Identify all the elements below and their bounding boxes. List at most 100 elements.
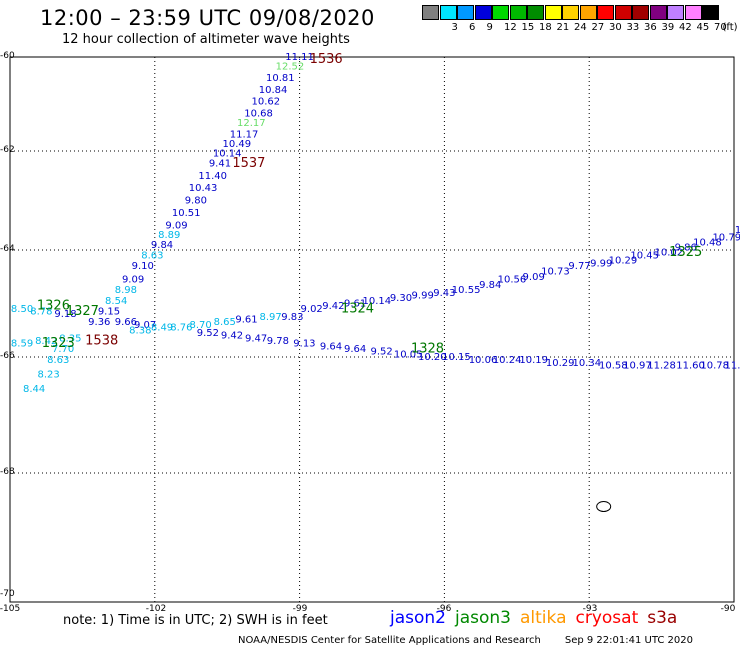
wave-height-label: 8.54 (105, 296, 127, 307)
wave-height-label: 8.97 (260, 312, 282, 323)
legend-swatch (667, 5, 684, 20)
legend-swatch (457, 5, 474, 20)
wave-height-label: 9.42 (322, 301, 344, 312)
legend-label: 6 (469, 22, 476, 33)
wave-height-label: 11.60 (676, 361, 705, 372)
wave-height-label: 9.13 (293, 339, 315, 350)
wave-height-label: 10.34 (572, 358, 601, 369)
wave-height-label: 12.17 (237, 118, 266, 129)
wave-height-label: 8.89 (158, 230, 180, 241)
legend-label: 70 (714, 22, 727, 33)
time-label: 1538 (85, 333, 118, 348)
wave-height-label: 11.46 (725, 361, 740, 372)
map-title: 12:00 – 23:59 UTC 09/08/2020 (40, 6, 375, 30)
y-tick-label: -64 (0, 244, 15, 254)
wave-height-label: 9.09 (122, 274, 144, 285)
wave-height-label: 9.84 (479, 280, 501, 291)
wave-height-label: 9.80 (185, 196, 207, 207)
legend-swatch (474, 5, 492, 20)
wave-height-label: 9.09 (165, 220, 187, 231)
wave-height-label: 11.11 (285, 52, 314, 63)
x-tick-label: -90 (720, 604, 736, 614)
wave-height-label: 8.63 (141, 250, 163, 261)
wave-height-label: 11.17 (230, 130, 259, 141)
wave-height-label: 8.38 (129, 325, 151, 336)
wave-height-label: 9.02 (301, 304, 323, 315)
wave-height-label: 9.64 (344, 344, 366, 355)
wave-height-label: 8.23 (37, 369, 59, 380)
wave-height-label: 10.29 (609, 256, 638, 267)
map-frame (9, 56, 735, 603)
legend-label: 9 (486, 22, 493, 33)
y-tick-label: -66 (0, 351, 15, 361)
wave-height-label: 9.78 (267, 336, 289, 347)
legend-swatch (439, 5, 457, 20)
wave-height-label: 10.51 (172, 208, 201, 219)
wave-height-label: 10.97 (623, 361, 652, 372)
map-subtitle: 12 hour collection of altimeter wave hei… (62, 32, 350, 47)
legend-swatch (597, 5, 614, 20)
wave-height-label: 10.68 (244, 108, 273, 119)
wave-height-label: 10.06 (469, 355, 498, 366)
wave-height-label: 9.52 (197, 328, 219, 339)
satellite-jason2: jason2 (390, 608, 446, 628)
x-tick-label: -93 (582, 604, 598, 614)
wave-height-label: 8.50 (11, 304, 33, 315)
satellite-s3a: s3a (647, 608, 678, 628)
wave-height-label: 11.28 (647, 361, 676, 372)
wave-height-label: 9.42 (221, 331, 243, 342)
time-label: 1536 (310, 52, 343, 67)
legend-swatch (649, 5, 667, 20)
satellite-legend: jason2 jason3 altika cryosat s3a (390, 608, 686, 628)
wave-height-label: 8.44 (23, 384, 45, 395)
wave-height-label: 10.43 (189, 183, 218, 194)
wave-height-label: 8.59 (11, 339, 33, 350)
legend-swatch (614, 5, 632, 20)
generated-timestamp: Sep 9 22:01:41 UTC 2020 (564, 635, 693, 646)
wave-height-label: 10.3 (735, 225, 740, 236)
wave-height-label: 9.77 (568, 261, 590, 272)
legend-swatch (544, 5, 562, 20)
wave-height-label: 10.15 (442, 352, 471, 363)
wave-height-label: 10.81 (266, 73, 295, 84)
y-tick-label: -60 (0, 51, 15, 61)
wave-height-label: 10.14 (213, 148, 242, 159)
wave-height-label: 9.15 (98, 307, 120, 318)
wave-height-label: 9.83 (281, 312, 303, 323)
wave-height-label: 8.49 (151, 323, 173, 334)
legend-label: 45 (696, 22, 710, 33)
legend-label: 12 (504, 22, 517, 33)
wave-height-label: 9.61 (235, 315, 257, 326)
wave-height-label: 9.52 (371, 347, 393, 358)
legend-unit: (ft) (722, 22, 738, 33)
wave-height-label: 9.61 (344, 299, 366, 310)
wave-height-label: 8.70 (190, 320, 212, 331)
time-label: 1327 (66, 304, 99, 319)
legend-swatch (509, 5, 527, 20)
time-label: 1323 (42, 336, 75, 351)
legend-label: 3 (451, 22, 458, 33)
wave-height-label: 8.98 (115, 285, 137, 296)
x-tick-label: -99 (292, 604, 308, 614)
wave-height-label: 8.65 (214, 317, 236, 328)
legend-label: 15 (521, 22, 535, 33)
satellite-cryosat: cryosat (575, 608, 639, 628)
island-outline (596, 501, 612, 513)
legend-label: 33 (626, 22, 640, 33)
wave-height-label: 10.49 (223, 139, 252, 150)
legend-swatch (562, 5, 579, 20)
legend-label: 30 (609, 22, 622, 33)
wave-height-label: 10.45 (630, 250, 659, 261)
x-tick-label: -96 (436, 604, 452, 614)
y-tick-label: -68 (0, 467, 15, 477)
y-tick-label: -70 (0, 589, 15, 599)
wave-height-label: 10.29 (546, 358, 575, 369)
wave-height-label: 11.40 (198, 171, 227, 182)
legend-swatch (684, 5, 702, 20)
legend-swatch (702, 5, 719, 20)
wave-height-label: 9.36 (88, 317, 110, 328)
wave-height-label: 9.09 (523, 272, 545, 283)
legend-label: 18 (539, 22, 552, 33)
